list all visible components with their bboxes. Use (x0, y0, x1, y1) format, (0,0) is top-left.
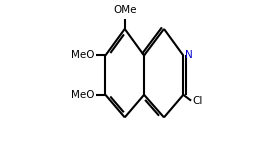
Text: N: N (185, 50, 193, 60)
Text: Cl: Cl (193, 96, 203, 106)
Text: MeO: MeO (71, 90, 95, 100)
Text: OMe: OMe (113, 5, 137, 15)
Text: MeO: MeO (71, 50, 95, 60)
